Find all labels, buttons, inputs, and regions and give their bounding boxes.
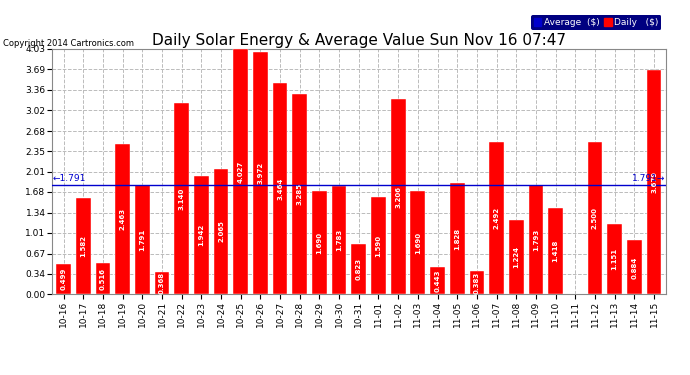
Bar: [56, 264, 71, 294]
Text: 3.140: 3.140: [179, 188, 185, 210]
Title: Daily Solar Energy & Average Value Sun Nov 16 07:47: Daily Solar Energy & Average Value Sun N…: [152, 33, 566, 48]
Bar: [233, 49, 248, 294]
Text: 1.791→: 1.791→: [631, 174, 665, 183]
Text: 3.679: 3.679: [651, 171, 657, 194]
Bar: [135, 185, 150, 294]
Text: 3.285: 3.285: [297, 183, 303, 205]
Text: 0.516: 0.516: [100, 268, 106, 290]
Text: 0.499: 0.499: [61, 268, 66, 290]
Text: 2.500: 2.500: [592, 207, 598, 229]
Text: 0.823: 0.823: [356, 258, 362, 280]
Bar: [450, 183, 464, 294]
Bar: [549, 208, 563, 294]
Bar: [175, 103, 189, 294]
Text: 3.206: 3.206: [395, 186, 401, 208]
Bar: [607, 224, 622, 294]
Text: 1.590: 1.590: [375, 235, 382, 257]
Text: 1.582: 1.582: [80, 235, 86, 257]
Text: 1.690: 1.690: [317, 232, 322, 254]
Text: ←1.791: ←1.791: [52, 174, 86, 183]
Bar: [332, 186, 346, 294]
Text: 1.151: 1.151: [611, 248, 618, 270]
Bar: [351, 244, 366, 294]
Bar: [312, 191, 327, 294]
Bar: [647, 70, 662, 294]
Bar: [293, 94, 307, 294]
Text: 0.383: 0.383: [474, 272, 480, 294]
Bar: [371, 198, 386, 294]
Bar: [76, 198, 90, 294]
Bar: [489, 142, 504, 294]
Text: 3.464: 3.464: [277, 178, 283, 200]
Bar: [391, 99, 406, 294]
Text: 3.972: 3.972: [257, 162, 264, 184]
Bar: [273, 83, 288, 294]
Text: 0.368: 0.368: [159, 272, 165, 294]
Bar: [627, 240, 642, 294]
Text: 4.027: 4.027: [237, 160, 244, 183]
Text: 2.065: 2.065: [218, 220, 224, 242]
Bar: [529, 185, 543, 294]
Text: 1.942: 1.942: [198, 224, 204, 246]
Bar: [509, 220, 524, 294]
Text: 1.690: 1.690: [415, 232, 421, 254]
Bar: [469, 271, 484, 294]
Text: 0.443: 0.443: [435, 270, 440, 292]
Text: 1.793: 1.793: [533, 229, 539, 251]
Text: 2.463: 2.463: [119, 208, 126, 230]
Bar: [214, 168, 228, 294]
Bar: [155, 272, 169, 294]
Text: 0.884: 0.884: [631, 256, 638, 279]
Text: Copyright 2014 Cartronics.com: Copyright 2014 Cartronics.com: [3, 39, 135, 48]
Bar: [115, 144, 130, 294]
Bar: [95, 263, 110, 294]
Bar: [194, 176, 208, 294]
Text: 2.492: 2.492: [493, 207, 500, 230]
Text: 1.418: 1.418: [553, 240, 559, 262]
Text: 1.783: 1.783: [336, 229, 342, 251]
Text: 1.224: 1.224: [513, 246, 520, 268]
Bar: [588, 142, 602, 294]
Text: 1.828: 1.828: [454, 228, 460, 250]
Bar: [430, 267, 445, 294]
Legend: Average  ($), Daily   ($): Average ($), Daily ($): [531, 15, 661, 30]
Bar: [253, 52, 268, 294]
Bar: [411, 191, 425, 294]
Text: 1.791: 1.791: [139, 229, 146, 251]
